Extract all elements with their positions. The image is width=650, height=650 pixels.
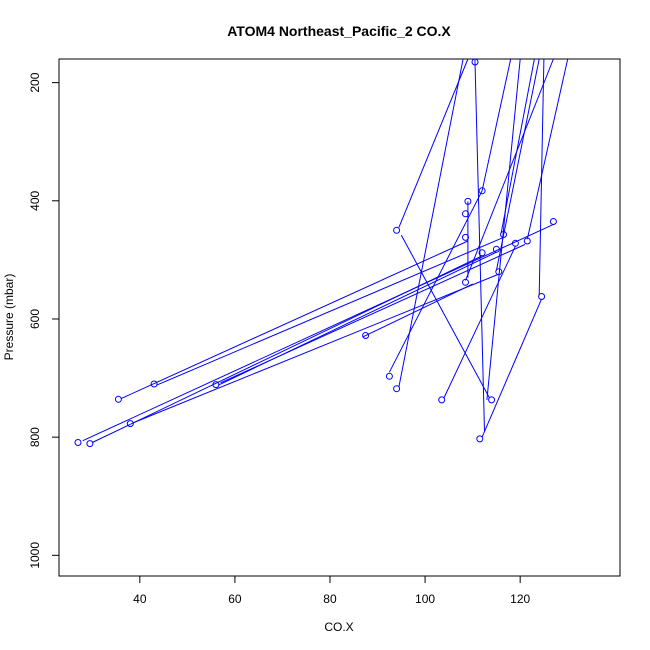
series-segment (398, 58, 469, 228)
series-segment (526, 58, 569, 240)
data-point (462, 278, 469, 286)
data-point (212, 381, 220, 389)
series-segment (481, 58, 512, 191)
data-point (462, 210, 469, 218)
series-segment (465, 58, 554, 281)
data-layer (74, 58, 569, 448)
series-segment (156, 236, 504, 386)
series-segment (363, 283, 473, 338)
data-point (114, 395, 122, 403)
series-segment (481, 298, 543, 438)
y-tick-label: 200 (28, 72, 42, 92)
series-segment (132, 273, 499, 424)
data-point (492, 245, 500, 253)
data-point (385, 372, 393, 380)
data-point (438, 396, 446, 404)
x-tick-label: 60 (228, 592, 242, 606)
data-point (478, 187, 486, 195)
x-axis-label: CO.X (324, 620, 353, 634)
y-tick-label: 600 (28, 309, 42, 329)
y-tick-label: 800 (28, 427, 42, 447)
data-point (500, 231, 507, 238)
data-point (462, 233, 469, 241)
chart-title: ATOM4 Northeast_Pacific_2 CO.X (227, 23, 451, 39)
data-point (150, 380, 158, 388)
series-segment (120, 240, 469, 400)
series-segment (474, 61, 485, 432)
series-segment (218, 251, 497, 386)
data-point (511, 239, 519, 247)
data-point (74, 439, 82, 446)
data-point (476, 435, 484, 443)
data-point (393, 385, 401, 393)
y-axis-label: Pressure (mbar) (2, 274, 16, 361)
y-tick-label: 1000 (28, 542, 42, 569)
y-axis: 200 400 600 800 1000 (28, 72, 60, 569)
y-tick-label: 400 (28, 190, 42, 210)
x-tick-label: 80 (323, 592, 337, 606)
data-point (478, 249, 486, 257)
data-point (86, 440, 94, 448)
series-segment (92, 255, 483, 443)
series-segment (400, 234, 490, 398)
data-point (549, 218, 557, 225)
data-point (464, 197, 472, 205)
x-tick-label: 100 (415, 592, 435, 606)
series-segment (443, 246, 516, 398)
x-tick-label: 40 (133, 592, 147, 606)
series-segment (398, 58, 464, 387)
series-segment (486, 58, 521, 400)
data-point (471, 58, 479, 66)
data-point (488, 396, 496, 404)
x-tick-label: 120 (510, 592, 530, 606)
data-point (495, 268, 503, 276)
data-point (523, 237, 531, 245)
data-point (126, 420, 134, 428)
x-axis: 40 60 80 100 120 (133, 575, 530, 606)
data-point (538, 293, 546, 300)
data-point (393, 226, 401, 234)
series-segment (495, 58, 540, 271)
series-segment (82, 223, 554, 442)
data-point (362, 332, 370, 339)
series-segment (500, 58, 535, 234)
plot-frame (58, 58, 621, 577)
